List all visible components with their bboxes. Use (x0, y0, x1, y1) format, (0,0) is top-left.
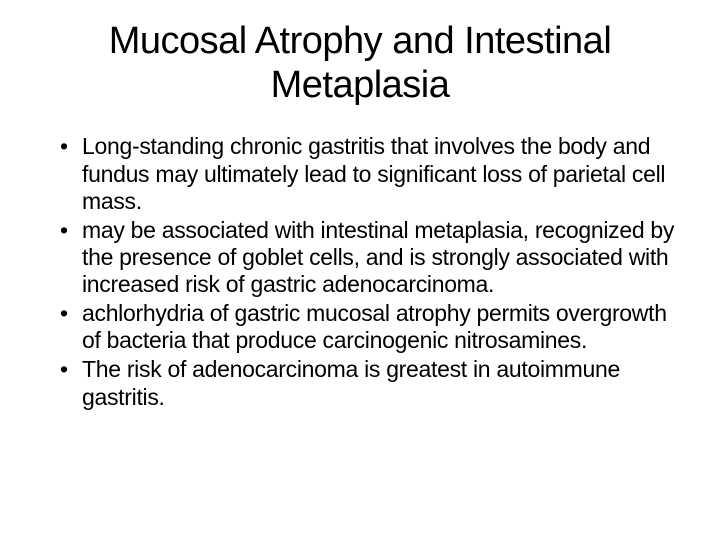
slide-title: Mucosal Atrophy and Intestinal Metaplasi… (70, 20, 650, 107)
bullet-list: Long-standing chronic gastritis that inv… (30, 133, 690, 410)
slide: Mucosal Atrophy and Intestinal Metaplasi… (0, 0, 720, 540)
list-item: achlorhydria of gastric mucosal atrophy … (60, 300, 690, 354)
list-item: Long-standing chronic gastritis that inv… (60, 133, 690, 214)
list-item: The risk of adenocarcinoma is greatest i… (60, 356, 690, 410)
list-item: may be associated with intestinal metapl… (60, 217, 690, 298)
